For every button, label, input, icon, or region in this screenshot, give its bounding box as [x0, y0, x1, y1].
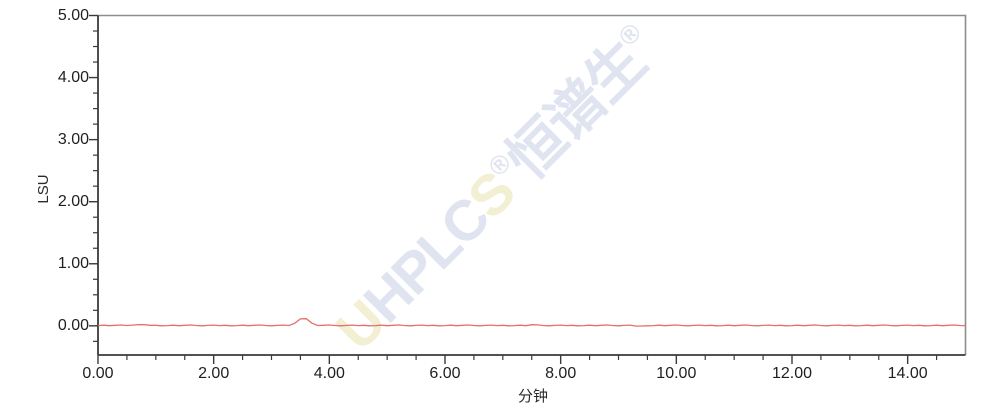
- y-tick-label: 2.00: [57, 193, 89, 211]
- plot-frame: [98, 14, 967, 355]
- x-tick-label: 6.00: [429, 365, 461, 382]
- x-tick-label: 8.00: [545, 365, 577, 382]
- y-tick-label: 1.00: [57, 255, 89, 273]
- x-tick-label: 4.00: [313, 365, 345, 382]
- x-tick-label: 12.00: [771, 365, 813, 382]
- signal-trace: [97, 318, 966, 327]
- y-tick-label: 4.00: [57, 69, 89, 87]
- y-tick-label: 0.00: [57, 317, 89, 335]
- x-tick-label: 0.00: [82, 365, 114, 382]
- x-tick-label: 2.00: [198, 365, 230, 382]
- y-tick-label: 5.00: [57, 7, 89, 24]
- x-tick-label: 14.00: [887, 365, 928, 382]
- y-tick-label: 3.00: [57, 131, 89, 149]
- x-axis-title: 分钟: [517, 388, 548, 405]
- x-tick-label: 10.00: [656, 365, 697, 382]
